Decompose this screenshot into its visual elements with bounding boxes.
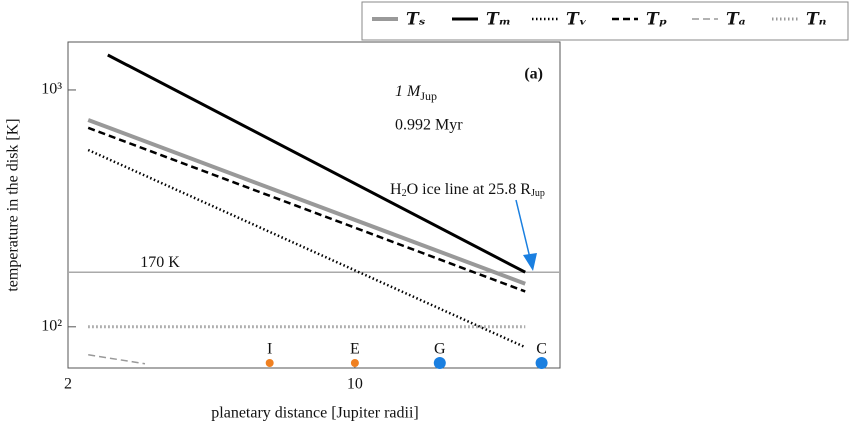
x-axis-label: planetary distance [Jupiter radii] — [211, 405, 418, 422]
satellite-label: G — [434, 341, 446, 358]
ice-sub2: Jup — [531, 188, 545, 199]
legend-label: Tₐ — [726, 10, 746, 30]
legend-label: Tₛ — [406, 10, 426, 30]
satellite-marker — [535, 357, 548, 369]
y-tick-label: 10² — [41, 317, 62, 334]
satellite-marker — [265, 359, 274, 367]
legend-label: Tₚ — [646, 10, 667, 30]
plot-frame — [67, 41, 561, 369]
ice-line-label: H2O ice line at 25.8 RJup — [390, 181, 545, 200]
satellite-label: E — [350, 341, 360, 358]
mass-label: 1 MJup — [395, 83, 437, 103]
series-line — [88, 354, 146, 365]
series-line — [87, 118, 526, 286]
mass-sub: Jup — [420, 89, 437, 103]
satellite-label: I — [267, 341, 272, 358]
x-tick-label: 2 — [64, 376, 72, 393]
legend-label: Tₙ — [806, 10, 827, 30]
legend-label: Tᵥ — [566, 10, 587, 30]
series-line — [107, 53, 526, 274]
satellite-marker — [433, 357, 446, 369]
satellite-label: C — [536, 341, 547, 358]
satellite-marker — [350, 359, 359, 367]
hline-label: 170 K — [140, 254, 180, 271]
x-tick-label: 10 — [347, 376, 363, 393]
ice-arrow — [515, 199, 531, 259]
series-line — [87, 126, 526, 293]
y-tick-label: 10³ — [41, 81, 62, 98]
y-axis-label: temperature in the disk [K] — [5, 118, 22, 291]
ice-sub1: 2 — [402, 188, 407, 199]
panel-label: (a) — [524, 66, 543, 83]
legend-label: Tₘ — [486, 10, 511, 30]
legend-box — [361, 1, 849, 41]
mass-text: 1 M — [395, 83, 422, 100]
ice-mid: O ice line at 25.8 R — [407, 181, 532, 198]
series-line — [87, 148, 526, 349]
legend: Tₛ Tₘ Tᵥ Tₚ Tₐ Tₙ — [372, 10, 827, 30]
ice-pre: H — [390, 181, 402, 198]
ice-arrowhead — [523, 253, 537, 271]
age-label: 0.992 Myr — [395, 117, 463, 134]
